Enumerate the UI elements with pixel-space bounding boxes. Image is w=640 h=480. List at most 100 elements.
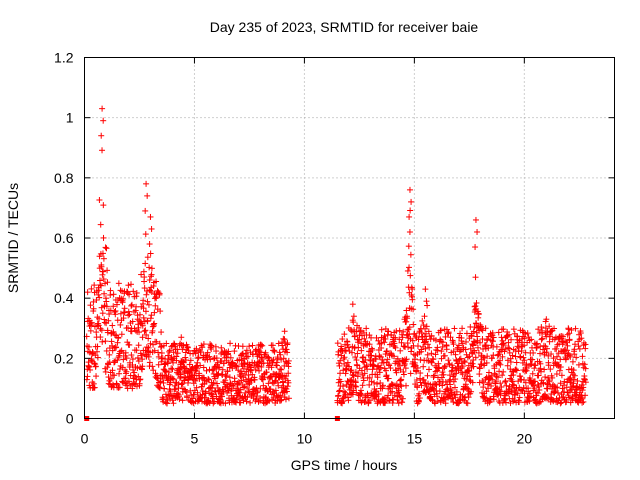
data-point: [147, 340, 154, 347]
data-point: [261, 374, 268, 381]
data-point: [222, 400, 229, 407]
data-point: [190, 391, 197, 398]
data-point: [147, 287, 154, 294]
data-point: [91, 282, 98, 289]
data-point: [455, 342, 462, 349]
data-point: [155, 361, 162, 368]
data-point: [548, 391, 555, 398]
data-point: [349, 301, 356, 308]
data-point: [422, 286, 429, 293]
data-point: [355, 370, 362, 377]
data-point: [139, 322, 146, 329]
y-tick-label: 0.6: [54, 230, 74, 246]
data-point: [126, 291, 133, 298]
data-point: [472, 354, 479, 361]
data-point: [534, 340, 541, 347]
data-point: [239, 343, 246, 350]
data-point: [550, 398, 557, 405]
data-point: [135, 342, 142, 349]
data-point: [410, 306, 417, 313]
data-point: [531, 385, 538, 392]
data-point: [345, 363, 352, 370]
data-point: [262, 394, 269, 401]
data-point: [358, 347, 365, 354]
data-point: [396, 327, 403, 334]
data-point: [100, 268, 107, 275]
data-point: [567, 374, 574, 381]
data-point: [107, 287, 114, 294]
data-point: [167, 379, 174, 386]
data-point: [405, 264, 412, 271]
data-point: [546, 323, 553, 330]
data-point: [192, 350, 199, 357]
data-point: [572, 325, 579, 332]
data-point: [427, 393, 434, 400]
data-point: [579, 395, 586, 402]
data-point: [372, 393, 379, 400]
data-point: [386, 362, 393, 369]
data-point: [465, 394, 472, 401]
data-point: [109, 322, 116, 329]
data-point: [143, 180, 150, 187]
data-point: [145, 344, 152, 351]
data-point: [164, 400, 171, 407]
data-point: [123, 355, 130, 362]
data-point: [128, 352, 135, 359]
data-point: [285, 357, 292, 364]
data-point: [133, 289, 140, 296]
data-point: [419, 317, 426, 324]
data-point: [455, 400, 462, 407]
data-point: [257, 395, 264, 402]
data-point: [126, 341, 133, 348]
data-point: [210, 395, 217, 402]
data-point: [136, 311, 143, 318]
data-point: [196, 370, 203, 377]
data-point: [396, 358, 403, 365]
data-point: [506, 331, 513, 338]
data-point: [336, 362, 343, 369]
data-point: [176, 366, 183, 373]
data-point: [202, 388, 209, 395]
data-point: [579, 353, 586, 360]
data-point: [480, 384, 487, 391]
data-point: [538, 324, 545, 331]
data-point: [241, 361, 248, 368]
data-point: [116, 384, 123, 391]
data-point: [145, 353, 152, 360]
data-point: [145, 335, 152, 342]
data-point: [407, 370, 414, 377]
data-point: [494, 352, 501, 359]
data-point: [118, 331, 125, 338]
data-point: [95, 287, 102, 294]
data-point: [452, 370, 459, 377]
data-point: [186, 361, 193, 368]
data-point: [434, 398, 441, 405]
data-point: [236, 389, 243, 396]
data-point: [577, 389, 584, 396]
data-point: [570, 367, 577, 374]
data-point: [227, 340, 234, 347]
data-point: [392, 344, 399, 351]
data-point: [151, 347, 158, 354]
data-point: [472, 274, 479, 281]
data-point: [381, 399, 388, 406]
data-point: [241, 360, 248, 367]
data-point: [368, 334, 375, 341]
data-point: [431, 372, 438, 379]
data-point: [357, 387, 364, 394]
data-point: [348, 328, 355, 335]
data-point: [205, 375, 212, 382]
data-point: [504, 362, 511, 369]
data-point: [210, 355, 217, 362]
data-point: [398, 376, 405, 383]
data-point: [564, 352, 571, 359]
data-point: [557, 380, 564, 387]
data-point: [486, 369, 493, 376]
data-point: [148, 271, 155, 278]
data-point: [399, 395, 406, 402]
data-point: [439, 339, 446, 346]
data-point: [509, 352, 516, 359]
data-point: [238, 370, 245, 377]
data-point: [105, 317, 112, 324]
data-point: [434, 393, 441, 400]
